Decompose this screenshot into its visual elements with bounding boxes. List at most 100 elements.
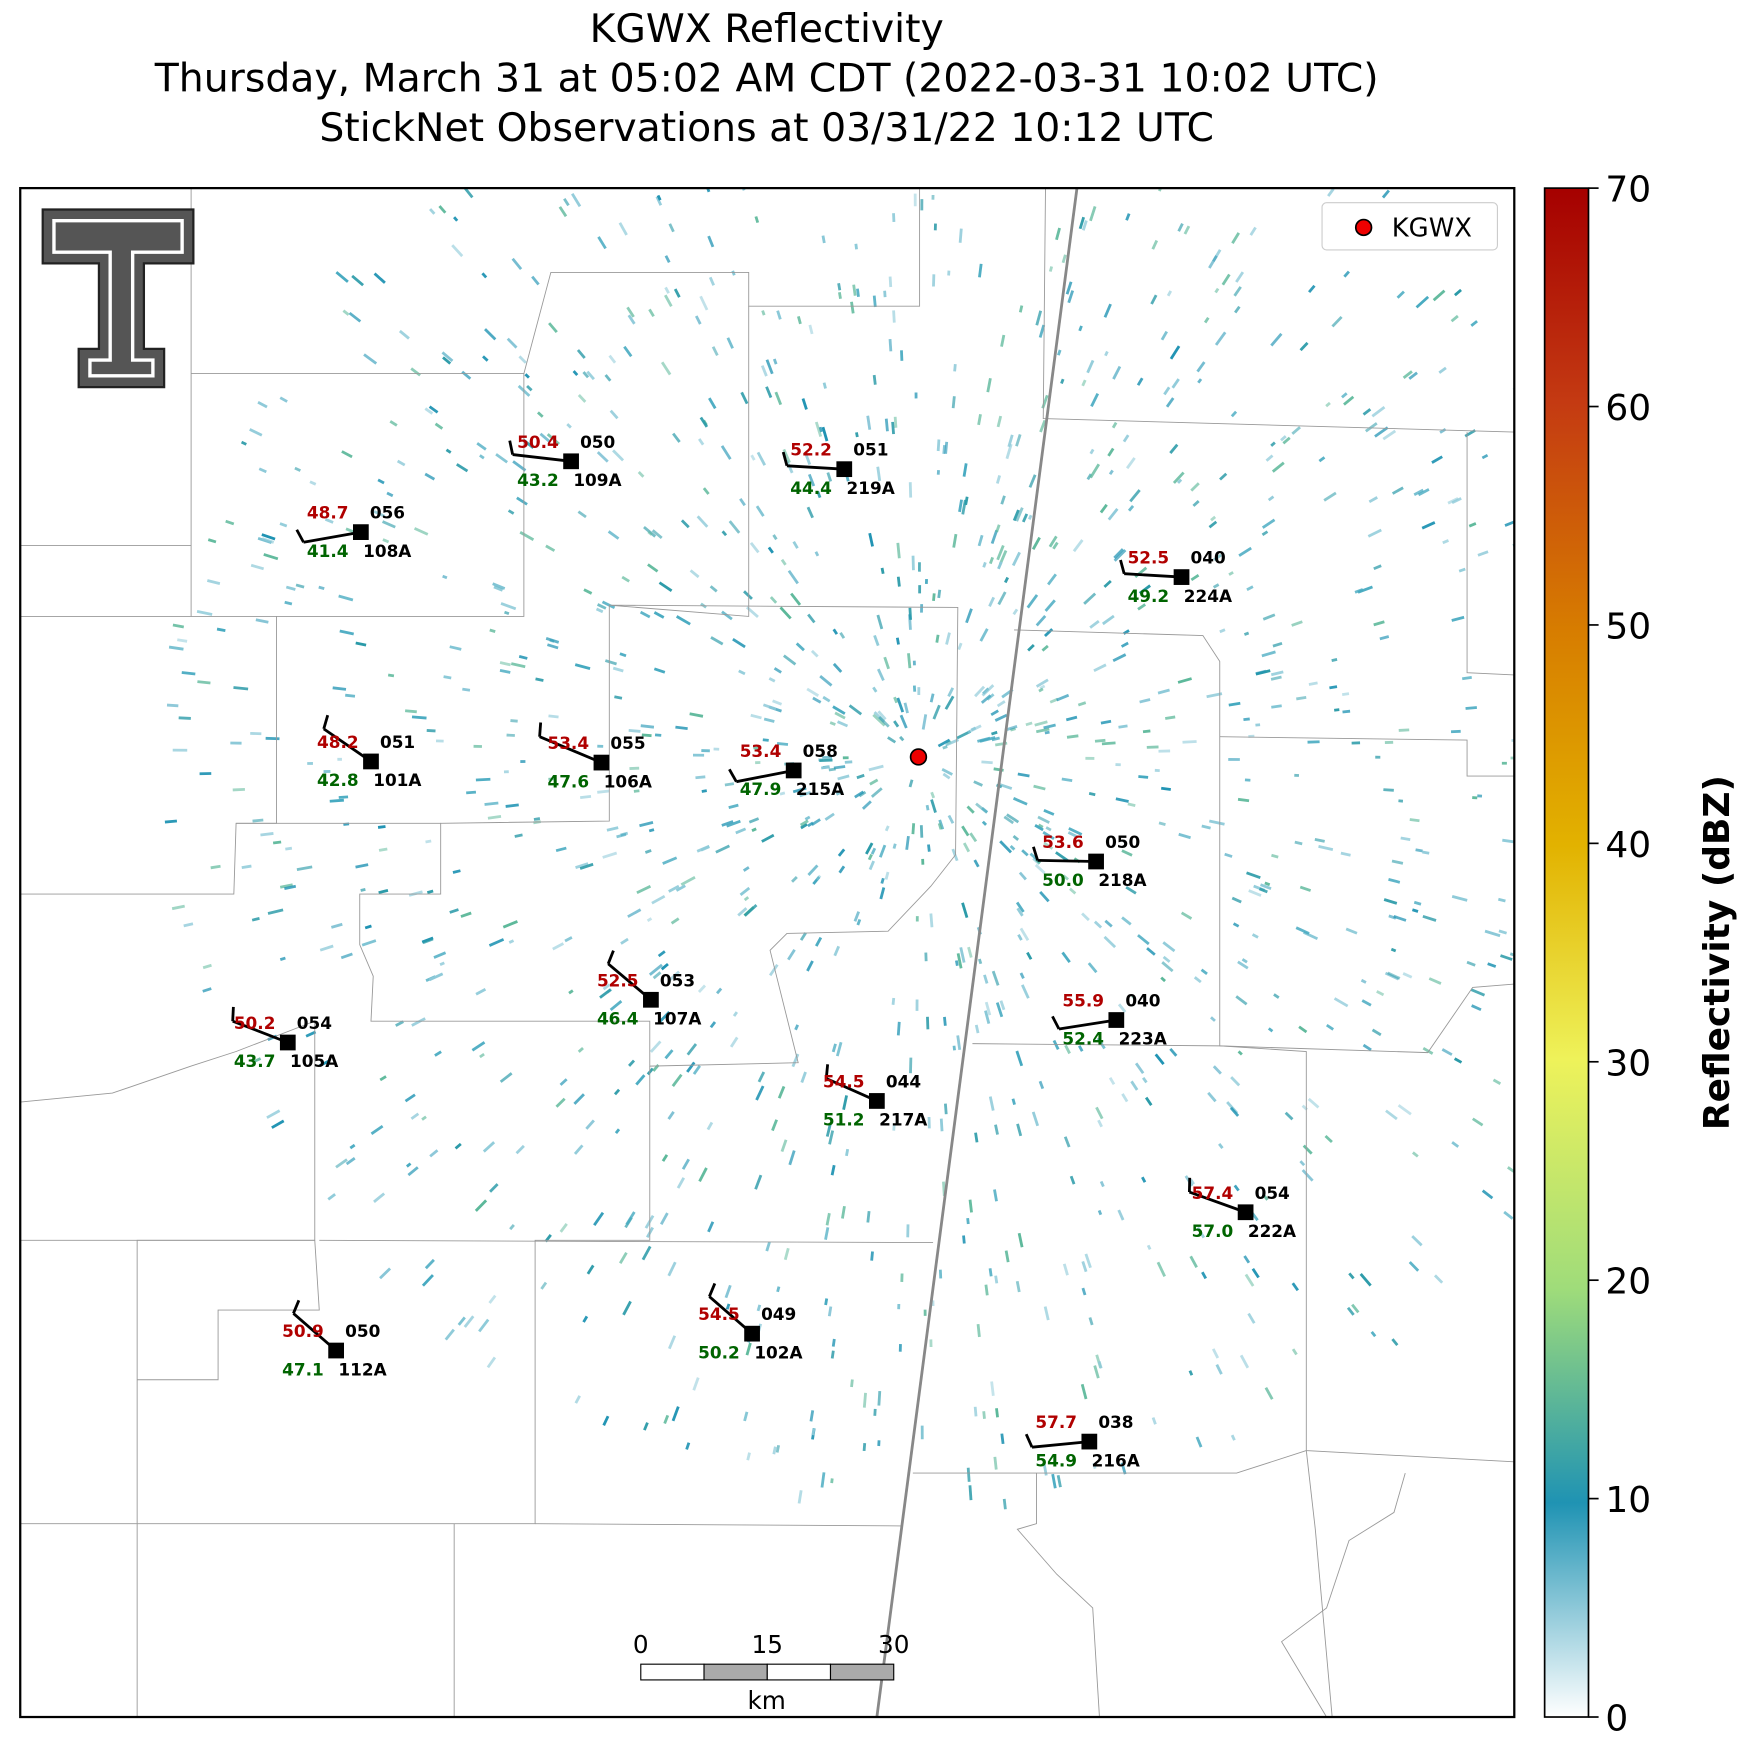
wind-barb-flag	[508, 440, 515, 455]
echo	[233, 686, 249, 691]
echo	[832, 662, 843, 673]
echo	[648, 308, 655, 318]
echo	[1331, 315, 1343, 328]
colorbar-tick-label: 0	[1605, 1699, 1628, 1740]
echo	[1231, 232, 1240, 244]
echo	[869, 778, 879, 786]
echo	[755, 1085, 765, 1101]
echo	[1224, 852, 1233, 858]
echo	[387, 673, 395, 678]
echo	[715, 844, 731, 854]
echo	[482, 1141, 496, 1153]
echo	[1295, 926, 1310, 935]
echo	[1015, 1280, 1021, 1293]
echo	[986, 693, 995, 701]
echo	[888, 276, 893, 288]
echo	[1233, 286, 1242, 297]
echo	[411, 715, 427, 720]
echo	[576, 349, 586, 359]
echo	[586, 1264, 595, 1275]
radar-site	[909, 748, 928, 766]
echo	[628, 1059, 636, 1067]
echo	[1006, 813, 1020, 824]
echo	[870, 1251, 874, 1261]
echo	[1081, 912, 1090, 922]
echo	[1471, 1117, 1484, 1127]
echo	[284, 884, 297, 891]
echo	[815, 874, 822, 881]
station-id: 216A	[1092, 1450, 1140, 1470]
echo	[1624, 591, 1632, 593]
echo	[1189, 1255, 1198, 1268]
echo	[1009, 844, 1016, 851]
echo	[1301, 1169, 1314, 1182]
echo	[673, 288, 681, 298]
echo	[433, 951, 447, 959]
echo	[370, 1124, 384, 1135]
echo	[938, 819, 945, 830]
echo	[771, 1119, 778, 1132]
echo	[1477, 550, 1489, 557]
echo	[961, 825, 970, 837]
echo	[1484, 929, 1501, 938]
echo	[1107, 508, 1119, 521]
echo	[351, 274, 364, 287]
echo	[990, 529, 999, 545]
echo	[1341, 392, 1348, 399]
echo	[738, 159, 740, 167]
echo	[206, 579, 221, 586]
echo	[974, 685, 986, 698]
echo	[479, 1052, 485, 1059]
echo	[1234, 305, 1241, 314]
echo	[943, 1103, 948, 1115]
echo	[937, 738, 951, 748]
echo	[873, 634, 880, 647]
echo	[907, 653, 912, 669]
dewpoint: 41.4	[307, 541, 349, 561]
echo	[937, 589, 942, 599]
echo	[1247, 1312, 1256, 1324]
echo	[748, 817, 760, 824]
echo	[788, 1150, 796, 1166]
echo	[861, 800, 872, 810]
echo	[460, 911, 472, 918]
echo	[821, 765, 830, 770]
echo	[732, 637, 746, 649]
echo	[604, 659, 617, 666]
echo	[1093, 1365, 1100, 1379]
echo	[927, 844, 931, 852]
pressure: 058	[803, 741, 838, 761]
echo	[1195, 1436, 1203, 1448]
echo	[651, 894, 666, 905]
echo	[842, 1095, 848, 1110]
echo	[1016, 907, 1024, 917]
echo	[442, 356, 452, 365]
echo	[754, 1174, 763, 1190]
station-marker	[279, 1034, 296, 1051]
pressure: 040	[1125, 991, 1160, 1011]
echo	[1219, 628, 1226, 634]
echo	[386, 491, 394, 498]
echo	[1102, 614, 1115, 626]
echo	[1113, 549, 1127, 562]
echo	[407, 1166, 419, 1177]
echo	[728, 803, 739, 810]
echo	[499, 661, 511, 667]
echo	[1318, 845, 1334, 851]
station-marker	[593, 754, 610, 771]
echo	[1201, 824, 1211, 830]
echo	[1487, 962, 1497, 968]
echo	[806, 506, 814, 519]
echo	[1015, 1050, 1024, 1067]
echo	[829, 721, 836, 726]
echo	[484, 328, 497, 341]
echo	[726, 337, 734, 349]
echo	[824, 1227, 830, 1240]
echo	[1325, 401, 1331, 408]
echo	[1442, 539, 1449, 545]
echo	[548, 714, 559, 719]
temperature: 52.5	[1128, 548, 1170, 568]
echo	[1265, 454, 1274, 462]
echo	[974, 1024, 980, 1034]
echo	[1383, 898, 1398, 905]
